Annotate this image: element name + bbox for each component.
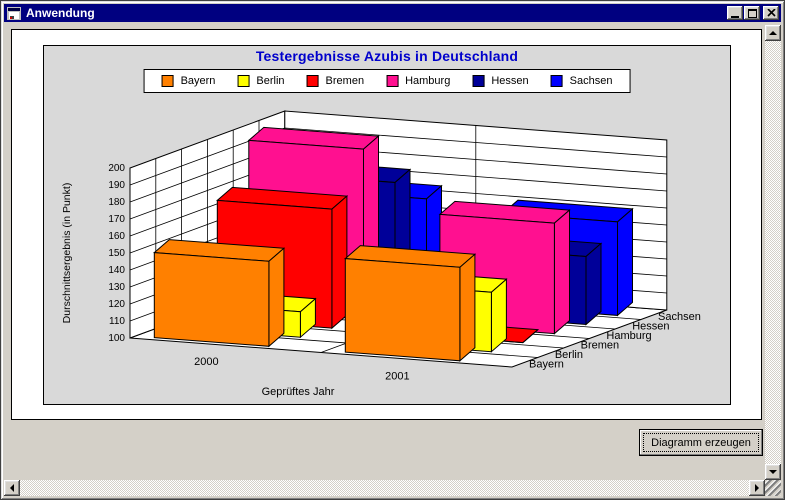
category-label: 2001 (385, 370, 409, 382)
bar-front-Bayern-2001 (344, 258, 461, 362)
bar-side-Sachsen-2001 (617, 207, 633, 317)
vertical-scroll-track[interactable] (765, 41, 781, 464)
minimize-icon (731, 15, 739, 18)
legend-label: Hamburg (405, 75, 451, 87)
window-controls (727, 6, 779, 20)
legend-label: Bremen (325, 75, 365, 87)
close-icon (766, 9, 776, 17)
legend-label: Bayern (180, 75, 216, 87)
scroll-right-button[interactable] (749, 480, 765, 496)
scroll-up-button[interactable] (765, 25, 781, 41)
chart-container: 100 110 120 130 140 150 160 170 180 190 200 Durschn… (11, 29, 762, 420)
legend-swatch-sachsen (550, 75, 563, 87)
y-axis-title: Durschnittsergebnis (in Punkt) (61, 183, 73, 324)
bar-side-Berlin-2001 (490, 278, 507, 353)
generate-chart-button[interactable]: Diagramm erzeugen (639, 429, 763, 456)
value-tick-label: 150 (108, 248, 125, 259)
series-depth-label: Bayern (529, 359, 564, 371)
bar-side-Hessen-2001 (585, 242, 602, 326)
legend-swatch-bremen (306, 75, 319, 87)
legend-swatch-berlin (237, 75, 250, 87)
value-tick-label: 190 (108, 180, 125, 191)
legend-swatch-hessen (472, 75, 485, 87)
bar-front-Bayern-2000 (153, 252, 270, 347)
value-tick-label: 130 (108, 282, 125, 293)
content-area: 100 110 120 130 140 150 160 170 180 190 200 Durschn… (4, 22, 781, 496)
category-label: 2000 (194, 356, 218, 368)
arrow-left-icon (10, 484, 14, 492)
scroll-left-button[interactable] (4, 480, 20, 496)
legend-item: Bremen (306, 75, 365, 87)
resize-grip[interactable] (765, 480, 781, 496)
x-axis-title: Geprüftes Jahr (262, 386, 335, 398)
legend-item: Sachsen (550, 75, 613, 87)
series-depth-label: Bremen (581, 340, 620, 352)
value-tick-label: 170 (108, 214, 125, 225)
chart-legend: Bayern Berlin Bremen Hamburg Hessen Sachsen (143, 69, 631, 93)
value-tick-label: 180 (108, 197, 125, 208)
value-tick-label: 140 (108, 265, 125, 276)
arrow-up-icon (769, 31, 777, 35)
application-icon (6, 5, 22, 21)
minimize-button[interactable] (727, 6, 743, 20)
bar3d-plot: 100 110 120 130 140 150 160 170 180 190 200 Durschn… (61, 110, 701, 398)
value-tick-label: 200 (108, 163, 125, 174)
legend-label: Berlin (256, 75, 285, 87)
close-button[interactable] (763, 6, 779, 20)
legend-item: Berlin (237, 75, 285, 87)
bar-side-Hamburg-2001 (553, 209, 570, 335)
bar-side-Bayern-2000 (268, 247, 285, 348)
legend-item: Hamburg (386, 75, 450, 87)
horizontal-scrollbar[interactable] (4, 480, 765, 496)
value-tick-label: 110 (109, 316, 125, 327)
bar-side-Bayern-2001 (459, 253, 476, 362)
horizontal-scroll-track[interactable] (20, 480, 749, 496)
vertical-scrollbar[interactable] (765, 25, 781, 480)
maximize-button[interactable] (744, 6, 760, 20)
legend-item: Hessen (472, 75, 529, 87)
series-depth-label: Berlin (555, 349, 583, 361)
scroll-down-button[interactable] (765, 464, 781, 480)
legend-label: Hessen (491, 75, 529, 87)
bar-side-Bremen-2000 (331, 195, 348, 330)
series-depth-label: Hessen (632, 321, 669, 333)
series-depth-label: Sachsen (658, 311, 701, 323)
arrow-right-icon (755, 484, 759, 492)
series-depth-label: Hamburg (606, 330, 651, 342)
value-tick-label: 120 (108, 299, 125, 310)
maximize-icon (747, 8, 757, 18)
value-tick-label: 160 (108, 231, 125, 242)
chart-title: Testergebnisse Azubis in Deutschland (255, 48, 519, 64)
legend-label: Sachsen (569, 75, 613, 87)
legend-swatch-bayern (161, 75, 174, 87)
chart: 100 110 120 130 140 150 160 170 180 190 200 Durschn… (43, 45, 731, 405)
title-bar[interactable]: Anwendung (4, 4, 781, 22)
legend-swatch-hamburg (386, 75, 399, 87)
window-title: Anwendung (26, 6, 95, 20)
value-tick-label: 100 (108, 333, 125, 344)
legend-item: Bayern (161, 75, 216, 87)
arrow-down-icon (769, 470, 777, 474)
